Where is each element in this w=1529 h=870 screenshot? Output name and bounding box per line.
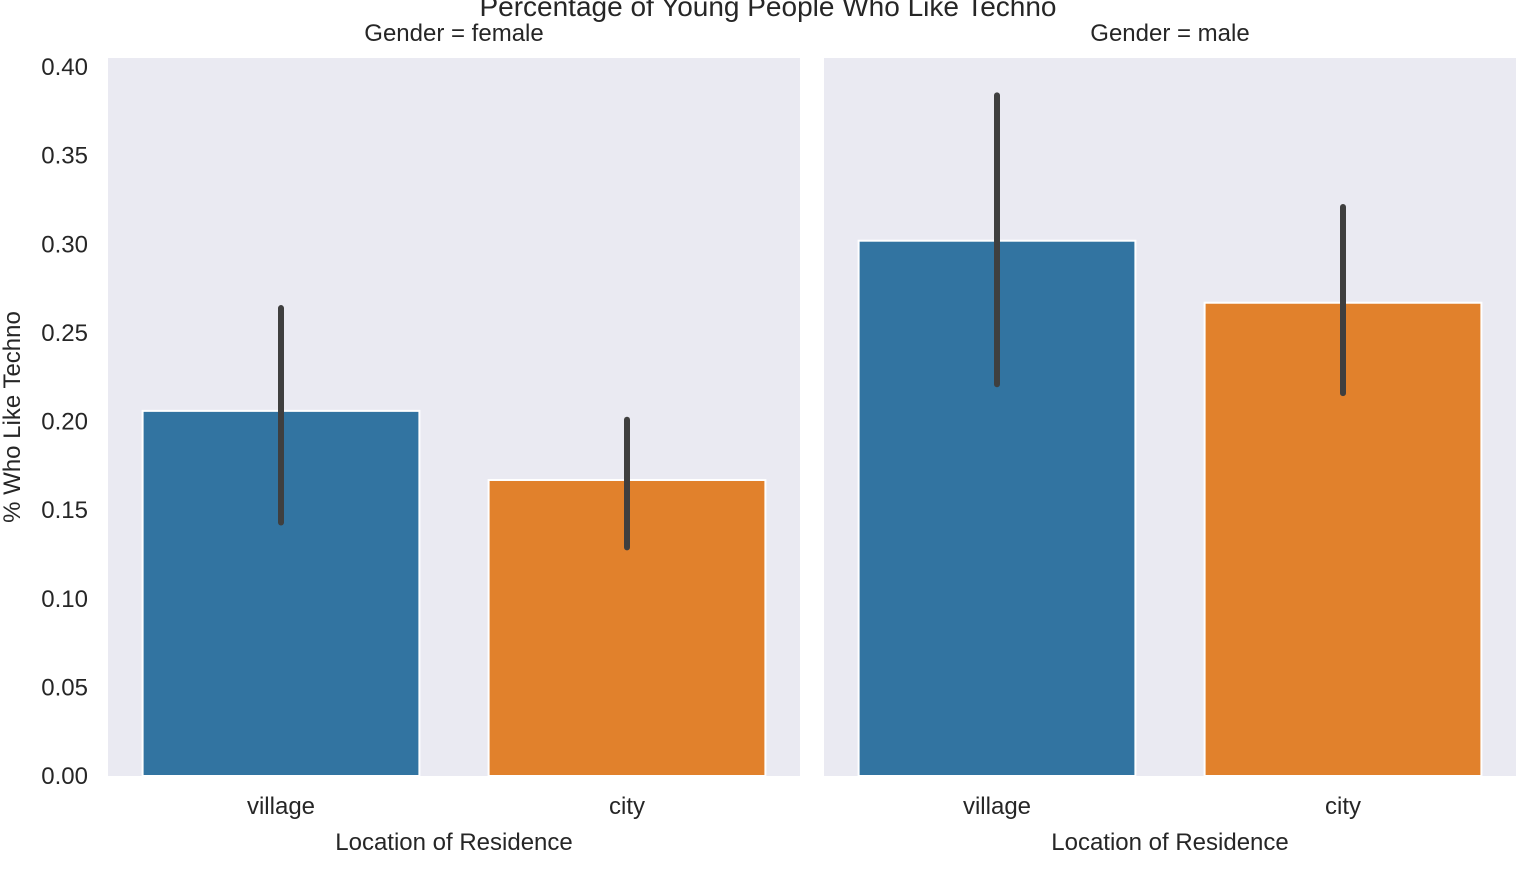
- y-tick-label: 0.30: [41, 231, 88, 258]
- facet-title: Gender = female: [364, 20, 543, 47]
- facet-0: Gender = female village city Location of Re…: [41, 20, 800, 856]
- y-tick-label: 0.35: [41, 143, 88, 170]
- facet-panels: Gender = female village city Location of Re…: [41, 20, 1516, 856]
- y-tick-label: 0.25: [41, 320, 88, 347]
- y-tick-label: 0.10: [41, 586, 88, 613]
- facet-1: Gender = male village city Location of Resi…: [824, 20, 1516, 856]
- y-tick-label: 0.15: [41, 497, 88, 524]
- x-tick-label: city: [609, 793, 645, 820]
- x-tick-label: village: [963, 793, 1031, 820]
- y-tick-label: 0.40: [41, 54, 88, 81]
- y-tick-label: 0.00: [41, 763, 88, 790]
- x-axis-label: Location of Residence: [1051, 829, 1289, 856]
- x-axis-label: Location of Residence: [335, 829, 573, 856]
- chart-title: Percentage of Young People Who Like Tech…: [479, 0, 1056, 22]
- x-tick-label: city: [1325, 793, 1361, 820]
- y-tick-label: 0.05: [41, 674, 88, 701]
- x-tick-label: village: [247, 793, 315, 820]
- y-tick-label: 0.20: [41, 409, 88, 436]
- y-axis-label: % Who Like Techno: [0, 311, 26, 523]
- facet-title: Gender = male: [1090, 20, 1249, 47]
